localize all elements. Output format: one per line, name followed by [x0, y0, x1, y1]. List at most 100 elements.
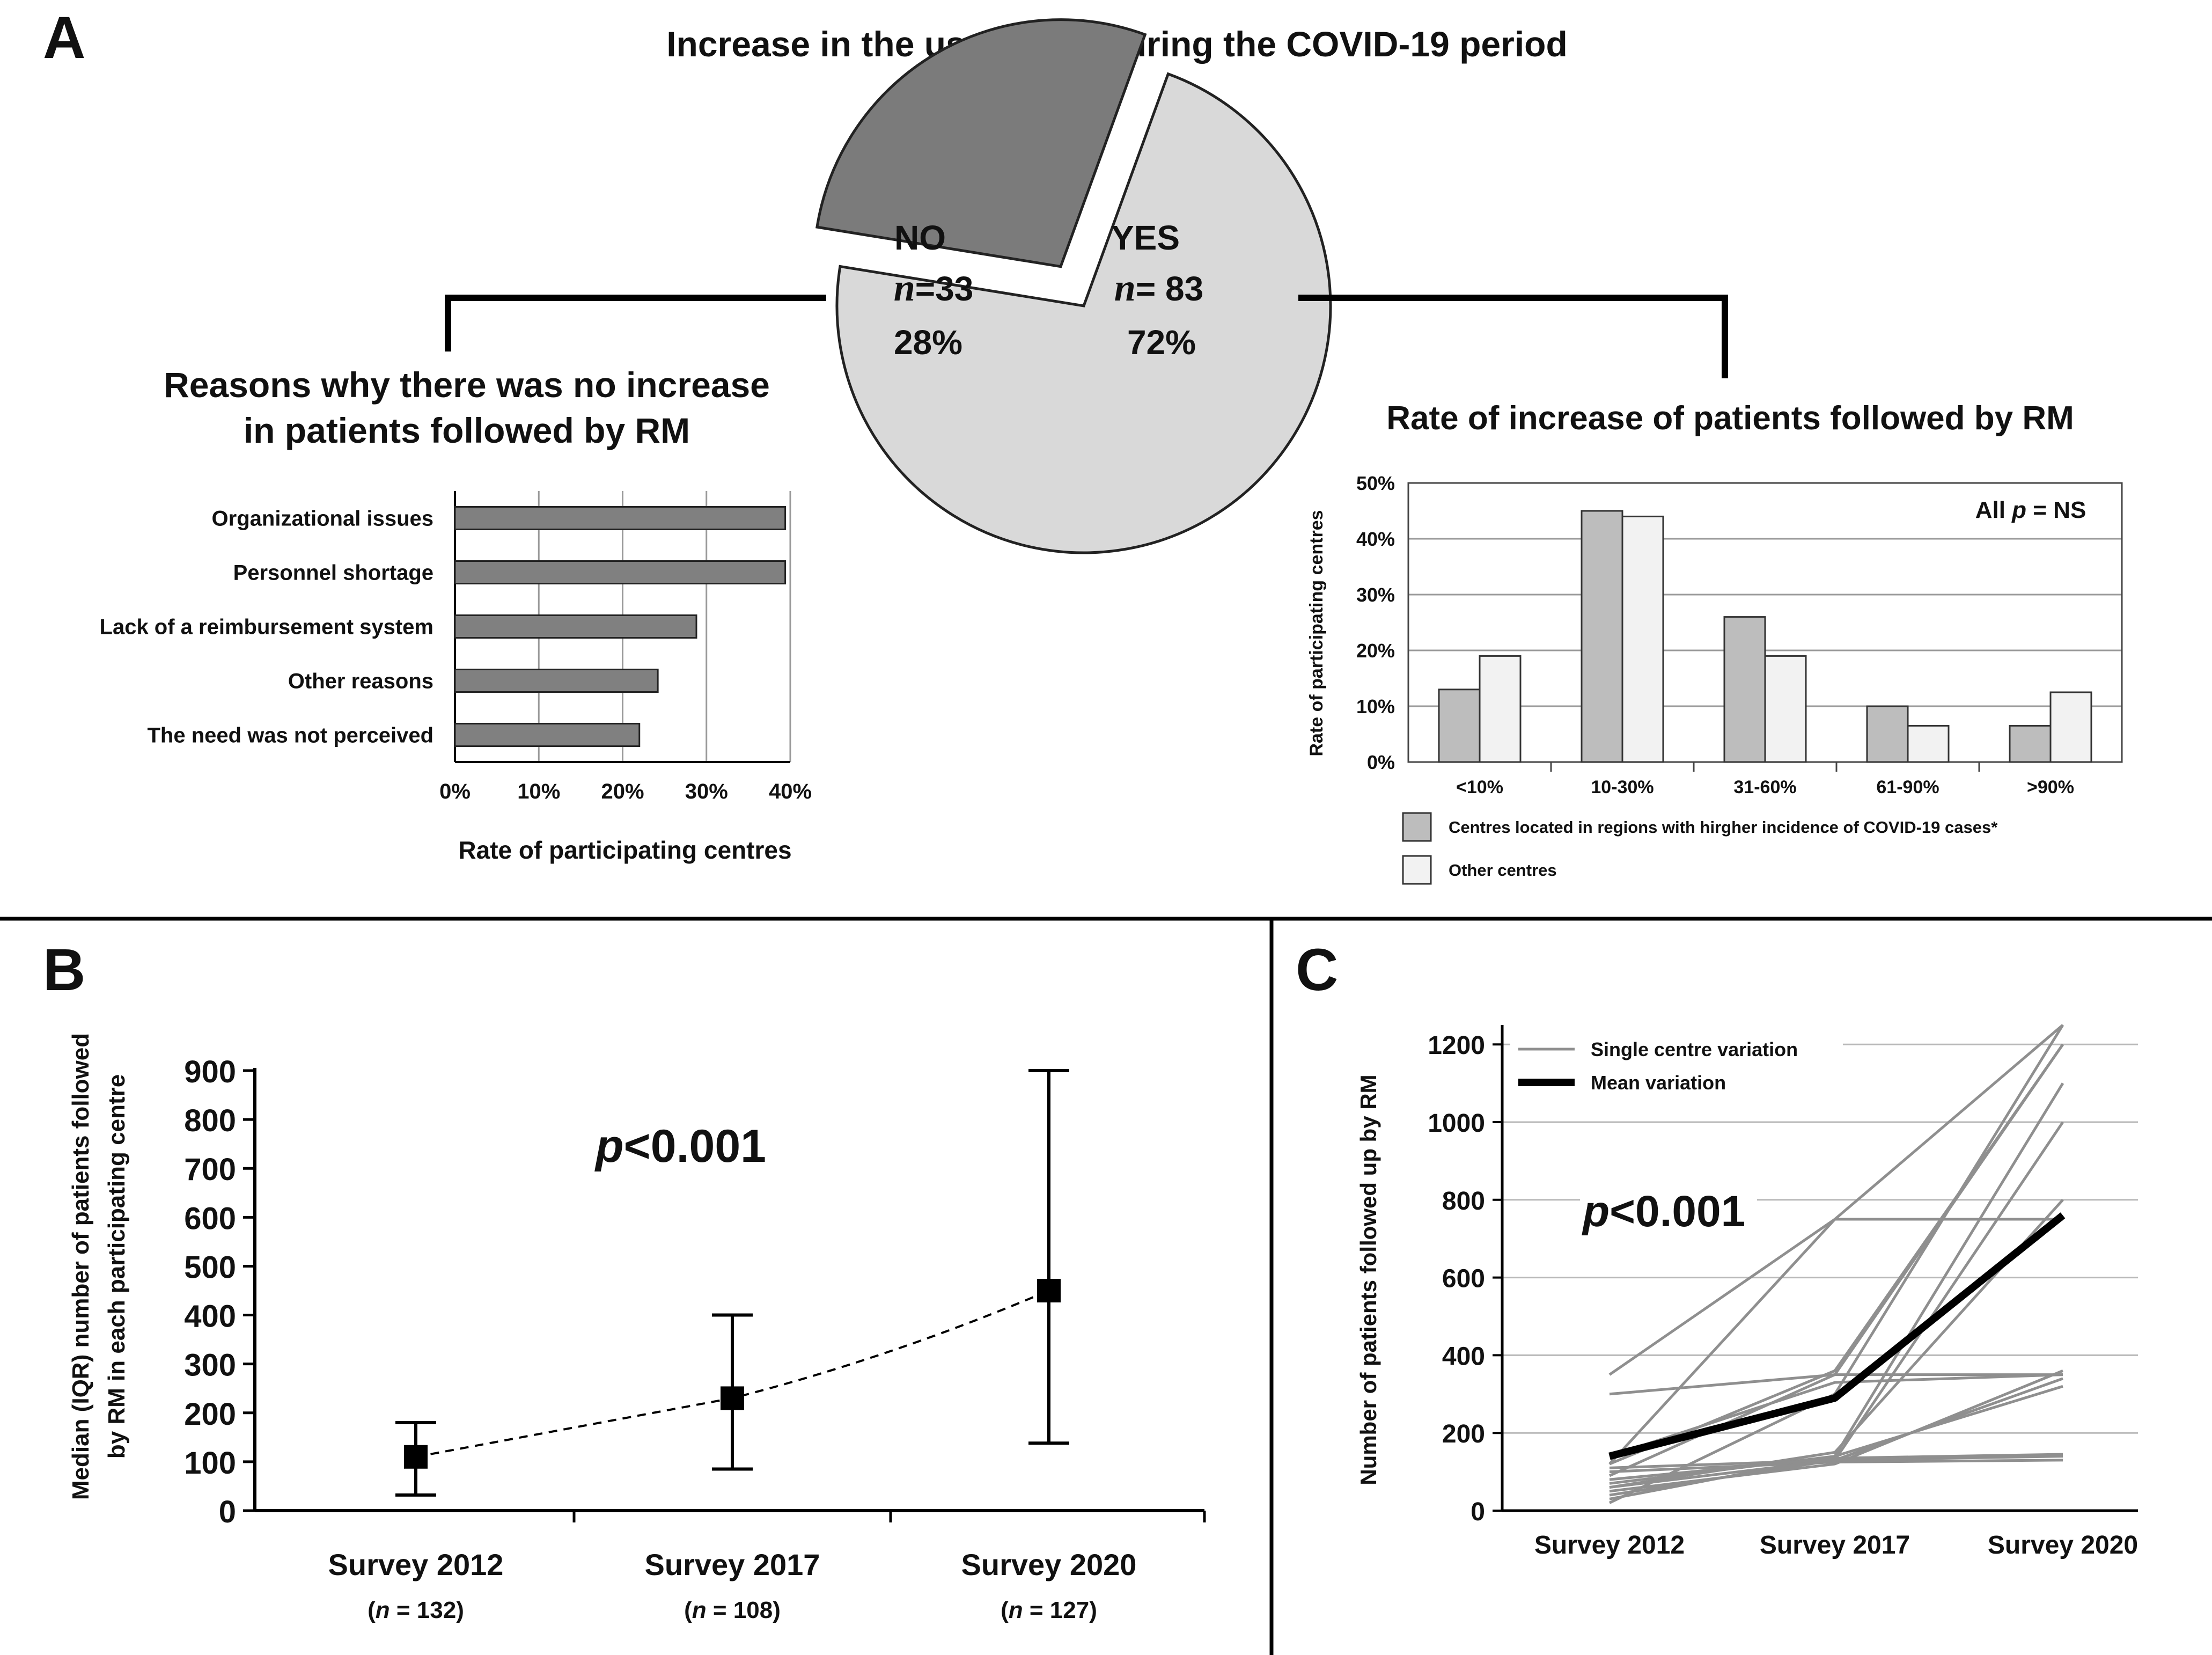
c-single-centre-line — [1609, 1459, 2063, 1474]
c-y-tick: 600 — [1442, 1265, 1485, 1293]
rate-y-tick: 30% — [1356, 584, 1395, 606]
reasons-category-label: Organizational issues — [212, 507, 433, 531]
pie-yes-percent: 72% — [1127, 323, 1196, 362]
b-series — [395, 1069, 1069, 1497]
rate-x-tick: <10% — [1456, 777, 1503, 797]
b-axes — [243, 1068, 1206, 1522]
reasons-title-line1: Reasons why there was no increase — [164, 365, 770, 405]
b-y-axis-label-line2: by RM in each participating centre — [104, 1074, 130, 1459]
c-axes — [1493, 1025, 2138, 1512]
rate-bar — [1621, 515, 1664, 763]
reasons-x-tick: 40% — [769, 780, 812, 803]
reasons-title-line2: in patients followed by RM — [244, 411, 690, 450]
c-category-label: Survey 2020 — [1988, 1531, 2138, 1559]
b-n-label: (n = 108) — [684, 1597, 781, 1623]
pie-chart: NO n=33 28% YES n= 83 72% — [815, 18, 1332, 554]
b-n-rest: = 127) — [1023, 1597, 1097, 1623]
rate-x-tick: 10-30% — [1591, 777, 1654, 797]
rate-x-tick: >90% — [2027, 777, 2074, 797]
panel-b-letter: B — [43, 937, 85, 1003]
c-ticks: 0 200 400 600 800 1000 1200 — [1428, 1031, 1485, 1526]
b-y-tick: 200 — [184, 1397, 236, 1432]
b-y-tick: 700 — [184, 1152, 236, 1187]
b-n-open: ( — [1001, 1597, 1009, 1623]
legend-swatch-other — [1402, 855, 1432, 885]
c-y-tick: 200 — [1442, 1420, 1485, 1448]
b-n-open: ( — [368, 1597, 376, 1623]
pie-slice-yes — [835, 72, 1332, 554]
b-n-rest: = 108) — [707, 1597, 781, 1623]
reasons-x-axis-label: Rate of participating centres — [458, 836, 791, 864]
b-n-symbol: n — [1009, 1597, 1023, 1623]
c-category-label: Survey 2017 — [1760, 1531, 1910, 1559]
reasons-bar — [454, 723, 641, 747]
b-category-label: Survey 2020 — [961, 1548, 1137, 1581]
reasons-x-tick: 20% — [601, 780, 644, 803]
b-n-symbol: n — [376, 1597, 390, 1623]
rate-y-axis-label: Rate of participating centres — [1306, 510, 1327, 756]
c-single-centre-line — [1609, 1453, 2063, 1481]
b-n-open: ( — [684, 1597, 692, 1623]
c-p-value-background — [1580, 1186, 1757, 1240]
rate-bar — [1866, 705, 1909, 763]
c-mean-line — [1608, 1212, 2066, 1460]
reasons-category-label: Lack of a reimbursement system — [100, 616, 433, 639]
b-category-label: Survey 2012 — [328, 1548, 504, 1581]
b-median-marker — [404, 1445, 428, 1469]
c-single-centre-line — [1609, 1385, 2063, 1500]
pie-yes-label: YES — [1111, 218, 1180, 257]
rate-bar — [1581, 510, 1623, 763]
legend-swatch-higher — [1402, 812, 1432, 842]
c-y-tick: 800 — [1442, 1187, 1485, 1215]
c-category-label: Survey 2012 — [1534, 1531, 1685, 1559]
c-legend-background — [1510, 1030, 1843, 1100]
c-y-tick: 0 — [1471, 1498, 1485, 1526]
c-categories: Survey 2012 Survey 2017 Survey 2020 — [1534, 1531, 2138, 1559]
b-ticks: 0 100 200 300 400 500 600 700 800 900 — [184, 1054, 236, 1529]
rate-bar — [1438, 689, 1481, 763]
rate-ticks: 0% 10% 20% 30% 40% 50% <10% 10-30% 31-60% 61-90% >… — [1356, 472, 2074, 797]
rate-title: Rate of increase of patients followed by… — [1386, 400, 2074, 437]
b-y-tick: 400 — [184, 1299, 236, 1334]
legend-label-higher: Centres located in regions with hirgher … — [1449, 818, 1998, 837]
b-median-trend-line — [415, 1290, 1049, 1458]
rate-bar — [1907, 724, 1950, 763]
b-n-symbol: n — [692, 1597, 707, 1623]
rate-bar — [1723, 616, 1766, 763]
rate-x-tick: 31-60% — [1733, 777, 1796, 797]
reasons-category-label: Other reasons — [288, 670, 433, 693]
c-y-tick: 1200 — [1428, 1031, 1485, 1060]
c-y-tick: 400 — [1442, 1342, 1485, 1371]
c-single-centre-line — [1609, 1199, 2064, 1489]
b-y-tick: 300 — [184, 1348, 236, 1383]
rate-y-tick: 0% — [1367, 751, 1395, 773]
b-y-tick: 500 — [184, 1250, 236, 1285]
reasons-x-tick: 30% — [685, 780, 728, 803]
b-median-marker — [721, 1386, 744, 1410]
b-p-value: p<0.001 — [594, 1121, 766, 1172]
reasons-category-label: The need was not perceived — [148, 724, 434, 748]
c-y-tick: 1000 — [1428, 1109, 1485, 1138]
rate-bar — [2009, 724, 2052, 763]
reasons-ticks: 0% 10% 20% 30% 40% — [439, 780, 812, 803]
pie-no-percent: 28% — [894, 323, 962, 362]
rate-x-tick: 61-90% — [1876, 777, 1939, 797]
reasons-bar — [454, 614, 697, 639]
pie-yes-count: n= 83 — [1114, 266, 1203, 309]
b-categories: Survey 2012(n = 132)Survey 2017(n = 108)… — [328, 1548, 1137, 1623]
b-n-label: (n = 132) — [368, 1597, 464, 1623]
c-p-value: p<0.001 — [1582, 1187, 1745, 1236]
rate-bar — [1479, 655, 1522, 763]
c-y-axis-label: Number of patients followed up by RM — [1356, 1074, 1381, 1485]
pie-no-count: n=33 — [894, 266, 974, 309]
rate-y-tick: 10% — [1356, 695, 1395, 717]
left-connector — [445, 295, 826, 351]
b-n-label: (n = 127) — [1001, 1597, 1097, 1623]
reasons-bar — [454, 560, 787, 584]
reasons-labels: Organizational issues Personnel shortage L… — [100, 507, 433, 748]
reasons-x-tick: 10% — [517, 780, 560, 803]
reasons-bars — [454, 506, 787, 747]
b-y-axis-label-line1: Median (IQR) number of patients followed — [68, 1033, 94, 1500]
b-y-tick: 0 — [219, 1495, 236, 1529]
rate-y-tick: 40% — [1356, 528, 1395, 550]
